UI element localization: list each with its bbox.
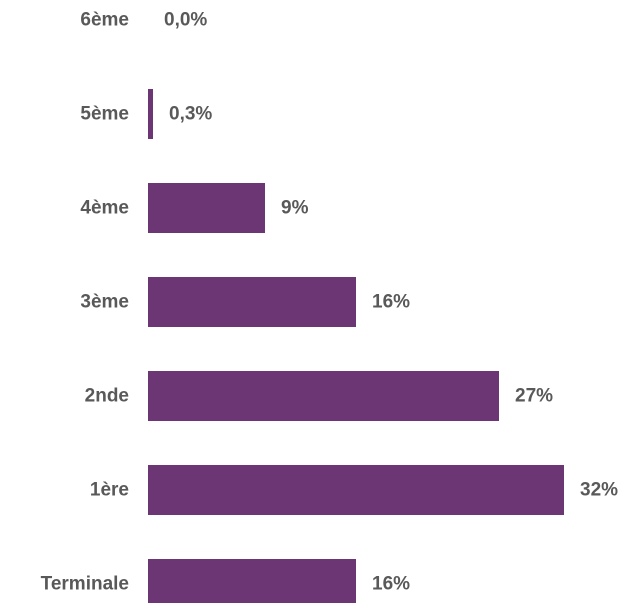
bar-4 [148,371,499,421]
value-label-3: 16% [372,292,410,313]
bar-2 [148,183,265,233]
bar-5 [148,465,564,515]
value-labels-group: 0,0% 0,3% 9% 16% 27% 32% 16% [164,10,618,595]
category-label-1: 5ème [80,104,129,125]
bar-6 [148,559,356,603]
bar-1 [148,89,153,139]
bars-group [148,89,564,603]
category-labels-group: 6ème 5ème 4ème 3ème 2nde 1ère Terminale [41,10,129,595]
category-label-4: 2nde [85,386,129,407]
category-label-2: 4ème [80,198,129,219]
value-label-0: 0,0% [164,10,207,31]
category-label-6: Terminale [41,574,129,595]
bar-3 [148,277,356,327]
value-label-6: 16% [372,574,410,595]
value-label-1: 0,3% [169,104,212,125]
value-label-4: 27% [515,386,553,407]
category-label-0: 6ème [80,10,129,31]
category-label-3: 3ème [80,292,129,313]
category-label-5: 1ère [90,480,129,501]
value-label-2: 9% [281,198,309,219]
value-label-5: 32% [580,480,618,501]
